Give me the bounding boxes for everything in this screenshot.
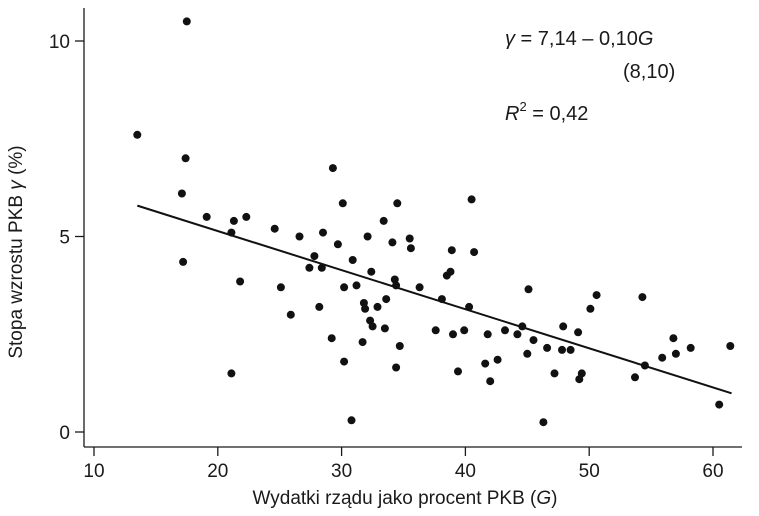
x-tick-label: 40 [455,461,476,482]
data-point [481,359,490,368]
data-point [348,256,357,264]
data-point [658,353,667,362]
data-point [380,324,389,333]
data-point [177,189,186,198]
data-point [392,363,401,372]
data-point [227,369,236,378]
data-point [550,369,559,378]
data-point [395,342,404,350]
data-point [447,246,456,255]
data-point [373,302,382,311]
std-error-annotation: (8,10) [623,61,675,83]
x-tick-label: 30 [331,461,352,482]
y-tick-label: 0 [59,423,70,444]
data-point [669,334,678,343]
data-point [382,295,391,304]
data-point [347,416,356,425]
data-point [449,330,457,339]
data-point [524,285,533,294]
data-point [726,342,735,350]
data-point [493,355,502,364]
data-point [467,195,476,204]
data-point [460,326,469,335]
data-point [486,377,495,386]
data-point [513,330,522,339]
data-point [431,326,440,335]
data-point [539,418,548,427]
data-point [202,212,211,221]
x-axis-title: Wydatki rządu jako procent PKB (G) [252,488,557,509]
data-point [236,277,245,286]
y-axis-title: Stopa wzrostu PKB γ (%) [6,145,27,358]
x-tick-label: 50 [579,461,600,482]
data-point [715,400,724,409]
x-tick-label: 60 [702,461,723,482]
data-point [566,345,575,354]
data-point [379,216,388,225]
data-point [133,130,142,139]
regression-line [137,204,732,395]
data-point [523,349,532,358]
y-tick-label: 5 [59,228,70,249]
data-point [405,234,414,243]
data-point [270,224,279,233]
data-point [315,302,324,311]
data-point [470,248,479,257]
data-point [543,343,552,352]
axes [83,8,742,448]
data-point [361,304,370,313]
data-point [319,228,327,237]
data-points [133,17,735,427]
data-point [415,283,424,292]
data-point [182,17,191,26]
data-point [592,291,601,300]
data-point [340,357,349,366]
data-point [358,338,367,347]
x-tick-label: 10 [83,461,104,482]
data-point [577,369,586,378]
data-point [574,328,583,337]
data-point [242,212,251,221]
data-point [501,326,509,335]
data-point [286,310,295,319]
data-point [338,199,347,208]
data-point [229,216,238,225]
data-point [686,343,695,352]
data-point [586,304,595,313]
y-tick-label: 10 [49,32,70,53]
data-point [295,232,304,241]
ticks: 10 20 30 40 50 60 0 5 10 [49,32,724,482]
data-point [529,336,538,345]
data-point [393,199,402,208]
data-point [446,267,455,276]
x-tick-label: 20 [207,461,228,482]
data-point [406,244,415,253]
data-point [276,283,285,292]
data-point [181,154,190,163]
r-squared-annotation: R2 = 0,42 [505,99,588,125]
data-point [454,367,462,376]
data-point [310,252,319,261]
data-point [363,232,372,241]
data-point [388,238,397,247]
data-point [327,334,336,343]
data-point [340,283,349,292]
data-point [559,322,568,331]
data-point [333,240,342,249]
data-point [558,345,566,354]
data-point [483,330,492,339]
data-point [179,257,188,266]
data-point [367,267,376,276]
data-point [305,263,314,272]
data-point [631,373,639,382]
data-point [328,164,337,173]
data-point [671,349,680,358]
data-point [368,322,377,331]
equation-annotation: γ = 7,14 – 0,10G [505,28,653,50]
data-point [638,293,647,302]
data-point [352,281,361,290]
data-point [317,263,326,272]
